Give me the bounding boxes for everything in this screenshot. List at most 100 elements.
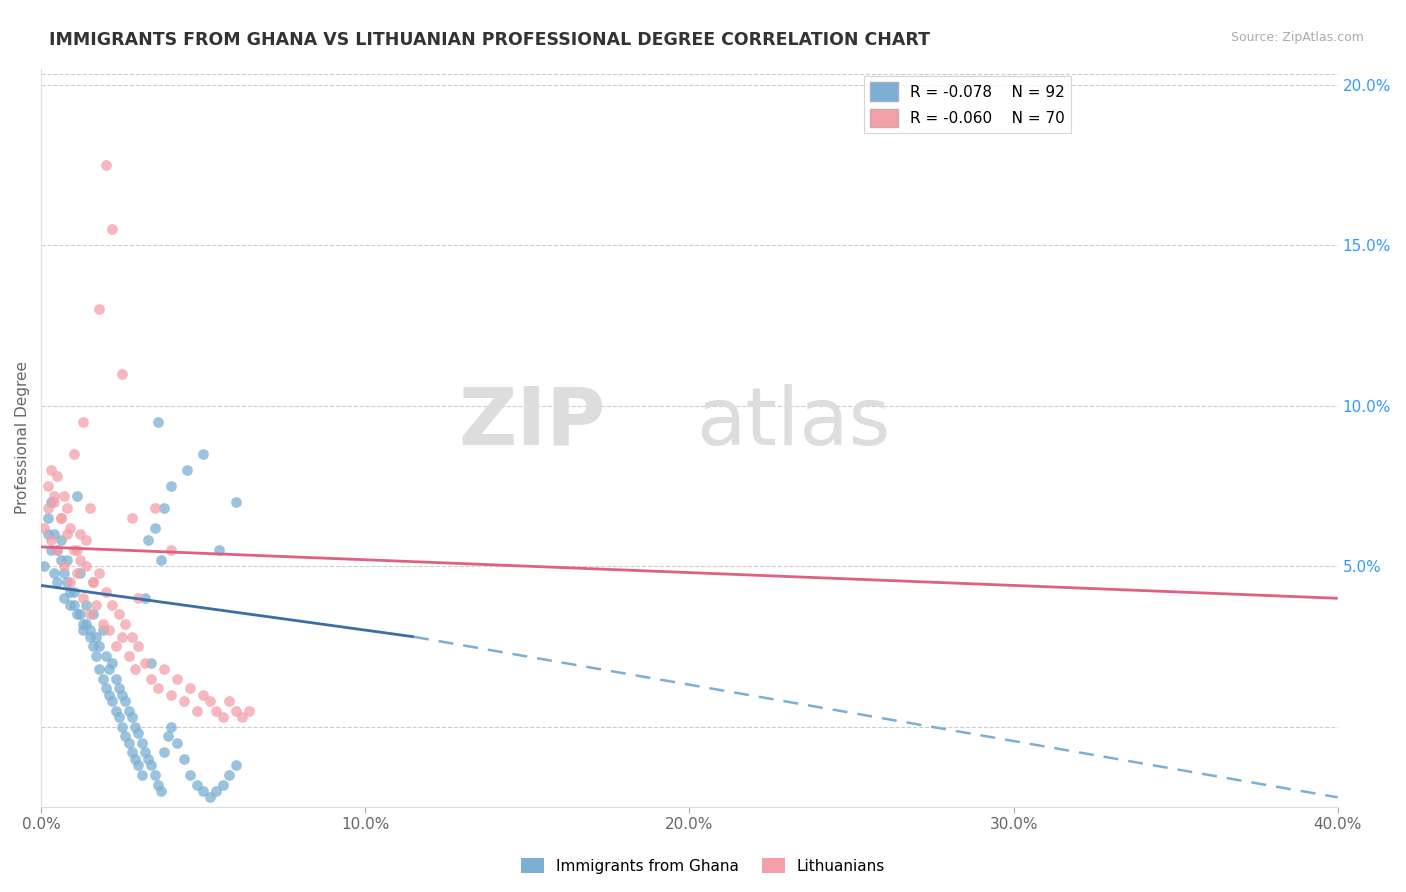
Point (37, 479, 59, 493)
Text: atlas: atlas (696, 384, 890, 462)
Point (150, 553, 173, 567)
Point (79, 624, 101, 638)
Point (52, 566, 75, 580)
Point (98, 624, 121, 638)
Point (225, 495, 247, 509)
Point (134, 745, 156, 759)
Point (111, 630, 134, 644)
Legend: R = -0.078    N = 92, R = -0.060    N = 70: R = -0.078 N = 92, R = -0.060 N = 70 (865, 76, 1071, 133)
Point (124, 752, 146, 766)
Point (66, 607, 89, 622)
Point (104, 640, 127, 654)
Point (89, 662, 111, 676)
Point (186, 777, 208, 791)
Point (76, 533, 98, 548)
Point (39, 463, 62, 477)
Point (79, 501, 101, 516)
Point (52, 591, 75, 606)
Point (166, 672, 188, 686)
Point (62, 585, 84, 599)
Point (69, 607, 91, 622)
Point (124, 720, 146, 734)
Text: ZIP: ZIP (458, 384, 605, 462)
Point (94, 649, 117, 664)
Point (101, 656, 124, 670)
Y-axis label: Professional Degree: Professional Degree (15, 361, 30, 515)
Point (218, 768, 240, 782)
Point (143, 768, 166, 782)
Point (141, 758, 163, 772)
Point (159, 688, 181, 702)
Point (153, 662, 176, 676)
Text: IMMIGRANTS FROM GHANA VS LITHUANIAN PROFESSIONAL DEGREE CORRELATION CHART: IMMIGRANTS FROM GHANA VS LITHUANIAN PROF… (49, 31, 931, 49)
Point (69, 566, 91, 580)
Point (225, 758, 247, 772)
Point (56, 553, 79, 567)
Point (218, 694, 240, 708)
Point (231, 710, 253, 724)
Point (121, 710, 143, 724)
Point (84, 630, 107, 644)
Point (136, 533, 159, 548)
Point (179, 681, 201, 696)
Point (111, 688, 134, 702)
Point (193, 447, 215, 461)
Point (136, 752, 159, 766)
Point (166, 736, 188, 750)
Point (153, 745, 176, 759)
Point (131, 768, 153, 782)
Point (117, 649, 139, 664)
Point (82, 607, 104, 622)
Point (49, 511, 72, 525)
Point (94, 681, 117, 696)
Point (198, 790, 221, 805)
Point (114, 617, 136, 632)
Point (66, 543, 89, 558)
Point (143, 501, 166, 516)
Point (72, 624, 94, 638)
Point (211, 777, 233, 791)
Point (42, 566, 65, 580)
Point (62, 598, 84, 612)
Point (153, 501, 176, 516)
Point (91, 624, 114, 638)
Point (101, 598, 124, 612)
Point (62, 543, 84, 558)
Point (121, 630, 143, 644)
Point (159, 479, 181, 493)
Point (104, 672, 127, 686)
Point (42, 495, 65, 509)
Point (91, 672, 114, 686)
Point (76, 559, 98, 574)
Point (114, 694, 136, 708)
Point (141, 656, 163, 670)
Point (72, 591, 94, 606)
Point (34, 559, 56, 574)
Point (146, 777, 169, 791)
Point (69, 527, 91, 541)
Point (49, 511, 72, 525)
Point (84, 598, 107, 612)
Point (91, 617, 114, 632)
Point (208, 543, 231, 558)
Point (94, 585, 117, 599)
Point (49, 553, 72, 567)
Point (186, 704, 208, 718)
Point (89, 566, 111, 580)
Point (156, 730, 179, 744)
Point (114, 730, 136, 744)
Point (46, 469, 69, 483)
Point (193, 784, 215, 798)
Point (131, 736, 153, 750)
Point (173, 752, 195, 766)
Point (104, 704, 127, 718)
Point (127, 640, 149, 654)
Point (205, 784, 228, 798)
Point (56, 575, 79, 590)
Point (37, 501, 59, 516)
Point (127, 758, 149, 772)
Point (134, 656, 156, 670)
Point (46, 543, 69, 558)
Point (49, 533, 72, 548)
Point (52, 489, 75, 503)
